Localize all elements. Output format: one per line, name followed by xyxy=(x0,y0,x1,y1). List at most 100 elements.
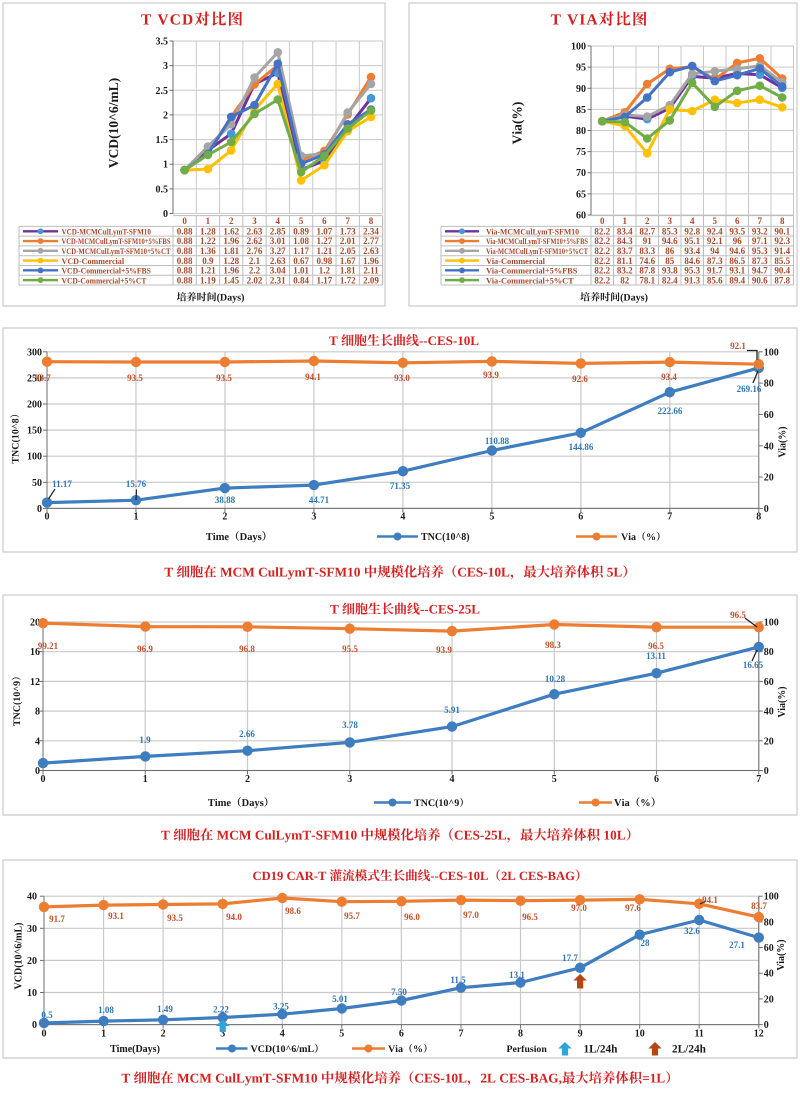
svg-text:12: 12 xyxy=(754,1029,764,1040)
svg-text:92.3: 92.3 xyxy=(774,236,790,246)
svg-text:2.63: 2.63 xyxy=(270,256,286,266)
svg-text:82.2: 82.2 xyxy=(594,266,610,276)
svg-text:28: 28 xyxy=(641,938,651,948)
svg-text:0.88: 0.88 xyxy=(177,266,193,276)
svg-text:97.6: 97.6 xyxy=(625,903,641,913)
svg-text:5: 5 xyxy=(713,216,718,226)
svg-text:96.9: 96.9 xyxy=(137,644,153,654)
svg-text:86.5: 86.5 xyxy=(729,256,745,266)
svg-text:96.5: 96.5 xyxy=(730,610,746,620)
svg-text:82: 82 xyxy=(620,275,630,285)
svg-text:0.88: 0.88 xyxy=(177,246,193,256)
svg-text:1.01: 1.01 xyxy=(293,266,309,276)
svg-text:1.81: 1.81 xyxy=(223,246,239,256)
svg-text:80: 80 xyxy=(764,917,774,928)
svg-text:89.4: 89.4 xyxy=(729,275,745,285)
svg-text:1.81: 1.81 xyxy=(340,266,356,276)
svg-text:93.7: 93.7 xyxy=(35,373,51,383)
svg-text:4: 4 xyxy=(450,774,455,785)
svg-text:91.7: 91.7 xyxy=(707,266,723,276)
svg-text:4: 4 xyxy=(35,736,40,747)
svg-text:94: 94 xyxy=(710,246,720,256)
svg-text:10.28: 10.28 xyxy=(545,674,566,684)
svg-text:0.5: 0.5 xyxy=(41,1010,53,1020)
svg-text:82.2: 82.2 xyxy=(594,246,610,256)
svg-text:2.77: 2.77 xyxy=(363,236,379,246)
svg-text:97.0: 97.0 xyxy=(463,910,479,920)
svg-text:5: 5 xyxy=(299,216,304,226)
svg-text:96.5: 96.5 xyxy=(648,641,664,651)
svg-text:1.08: 1.08 xyxy=(293,236,309,246)
svg-text:99.21: 99.21 xyxy=(38,641,59,651)
svg-text:83.7: 83.7 xyxy=(617,246,633,256)
svg-text:2.11: 2.11 xyxy=(363,266,379,276)
svg-text:2.66: 2.66 xyxy=(239,729,255,739)
svg-text:91.7: 91.7 xyxy=(49,914,65,924)
svg-text:0.89: 0.89 xyxy=(293,227,309,237)
svg-text:3: 3 xyxy=(668,216,673,226)
svg-text:0.88: 0.88 xyxy=(177,236,193,246)
svg-text:70: 70 xyxy=(576,168,586,179)
svg-text:TNC(10^8): TNC(10^8) xyxy=(421,532,470,543)
svg-text:44.71: 44.71 xyxy=(309,495,330,505)
svg-text:2: 2 xyxy=(222,512,227,523)
svg-text:3.5: 3.5 xyxy=(156,37,169,48)
svg-text:3: 3 xyxy=(220,1029,225,1040)
svg-text:100: 100 xyxy=(27,452,42,463)
svg-text:3.78: 3.78 xyxy=(342,720,358,730)
svg-text:10: 10 xyxy=(27,988,37,999)
svg-text:3: 3 xyxy=(347,774,352,785)
svg-text:2.1: 2.1 xyxy=(249,256,261,266)
svg-text:269.16: 269.16 xyxy=(737,384,762,394)
svg-text:1.2: 1.2 xyxy=(319,266,331,276)
svg-text:95.3: 95.3 xyxy=(752,246,768,256)
svg-text:0: 0 xyxy=(42,1029,47,1040)
svg-text:2.02: 2.02 xyxy=(247,275,263,285)
svg-text:4: 4 xyxy=(690,216,695,226)
svg-text:60: 60 xyxy=(764,410,774,421)
svg-text:95.5: 95.5 xyxy=(342,644,358,654)
svg-text:87.3: 87.3 xyxy=(707,256,723,266)
svg-text:1.36: 1.36 xyxy=(200,246,216,256)
svg-text:1.28: 1.28 xyxy=(223,256,239,266)
svg-text:0: 0 xyxy=(45,512,50,523)
svg-text:150: 150 xyxy=(27,426,42,437)
svg-text:0: 0 xyxy=(41,774,46,785)
svg-text:6: 6 xyxy=(578,512,583,523)
svg-text:3.01: 3.01 xyxy=(270,236,286,246)
svg-text:82.7: 82.7 xyxy=(639,227,655,237)
svg-text:60: 60 xyxy=(764,943,774,954)
svg-text:2.31: 2.31 xyxy=(270,275,286,285)
svg-text:20: 20 xyxy=(764,736,774,747)
svg-text:VCD-Commercial+5%FBS: VCD-Commercial+5%FBS xyxy=(62,267,152,276)
svg-text:16: 16 xyxy=(30,647,40,658)
svg-text:98.6: 98.6 xyxy=(285,906,301,916)
svg-text:95.1: 95.1 xyxy=(684,236,700,246)
svg-text:85.5: 85.5 xyxy=(774,256,790,266)
svg-text:85.6: 85.6 xyxy=(707,275,723,285)
svg-text:0: 0 xyxy=(764,766,769,777)
svg-text:60: 60 xyxy=(576,211,586,222)
svg-text:0.67: 0.67 xyxy=(293,256,309,266)
svg-text:1.67: 1.67 xyxy=(340,256,356,266)
svg-text:2: 2 xyxy=(161,1029,166,1040)
svg-text:12: 12 xyxy=(30,677,40,688)
svg-text:7: 7 xyxy=(345,216,350,226)
svg-text:4: 4 xyxy=(276,216,281,226)
svg-text:1.96: 1.96 xyxy=(223,236,239,246)
svg-text:Via-MCMCulLymT-SFM10: Via-MCMCulLymT-SFM10 xyxy=(486,228,579,237)
svg-text:82.2: 82.2 xyxy=(594,256,610,266)
svg-text:7: 7 xyxy=(756,774,761,785)
svg-text:3.25: 3.25 xyxy=(273,1002,289,1012)
svg-text:93.5: 93.5 xyxy=(167,913,183,923)
svg-text:65: 65 xyxy=(576,189,586,200)
svg-text:1.49: 1.49 xyxy=(157,1004,173,1014)
svg-text:Via-MCMCulLymT-SFM10+5%FBS: Via-MCMCulLymT-SFM10+5%FBS xyxy=(486,237,588,246)
svg-text:93.4: 93.4 xyxy=(684,246,700,256)
svg-text:2.09: 2.09 xyxy=(363,275,379,285)
svg-text:1.28: 1.28 xyxy=(200,227,216,237)
svg-text:0: 0 xyxy=(32,1020,37,1031)
svg-text:91.3: 91.3 xyxy=(684,275,700,285)
svg-text:92.1: 92.1 xyxy=(730,341,746,351)
svg-text:0.88: 0.88 xyxy=(177,275,193,285)
